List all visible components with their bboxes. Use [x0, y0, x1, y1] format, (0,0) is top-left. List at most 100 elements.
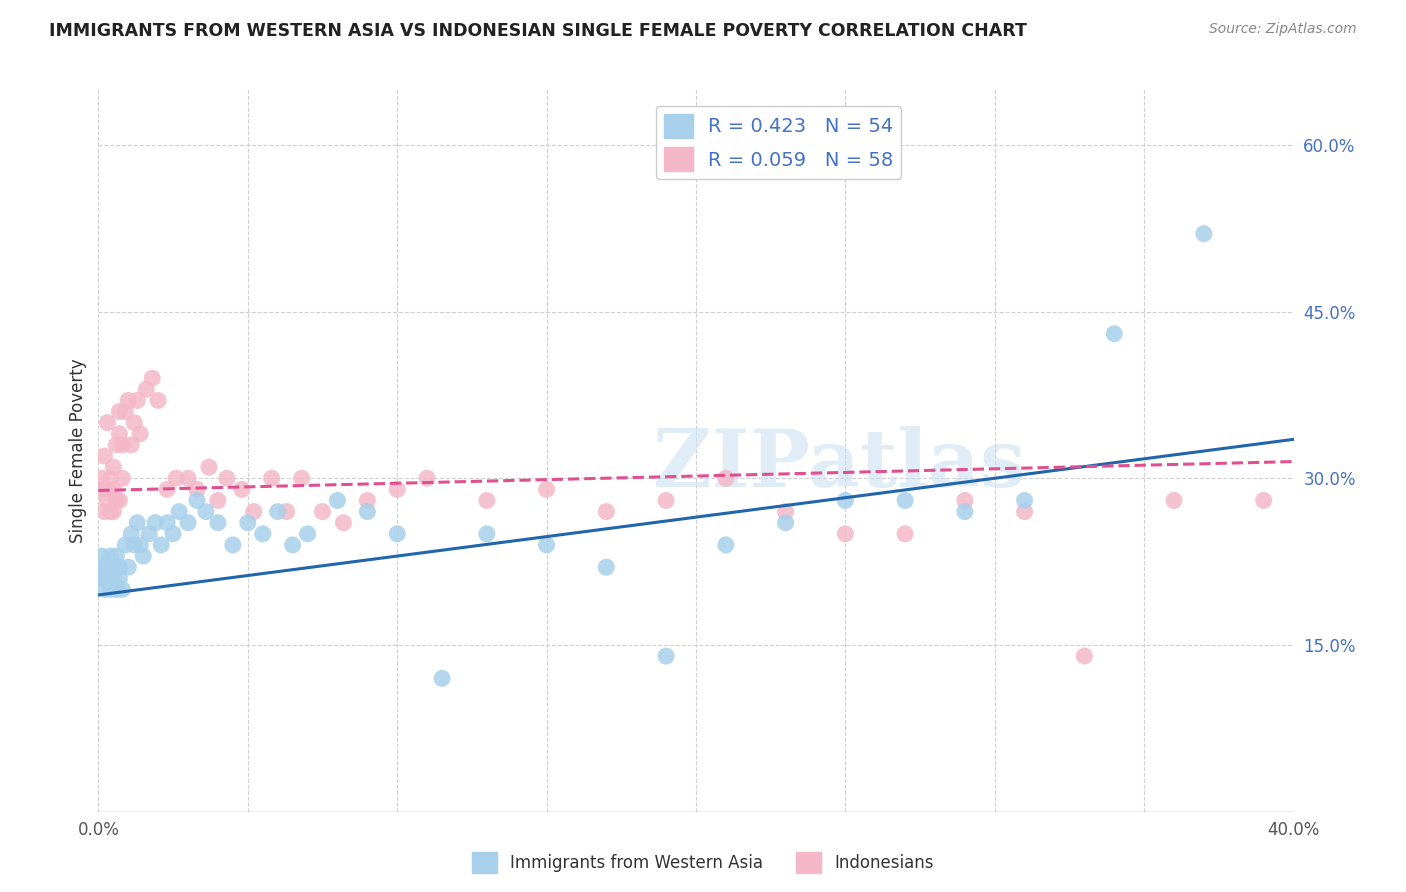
- Point: [96, 493, 118, 508]
- Point: [385, 526, 409, 541]
- Point: [207, 493, 229, 508]
- Legend: Immigrants from Western Asia, Indonesians: Immigrants from Western Asia, Indonesian…: [465, 846, 941, 880]
- Point: [1104, 326, 1126, 341]
- Point: [96, 483, 118, 497]
- Point: [1073, 649, 1095, 664]
- Point: [252, 526, 274, 541]
- Point: [267, 505, 290, 519]
- Point: [222, 538, 245, 552]
- Text: IMMIGRANTS FROM WESTERN ASIA VS INDONESIAN SINGLE FEMALE POVERTY CORRELATION CHA: IMMIGRANTS FROM WESTERN ASIA VS INDONESI…: [49, 22, 1028, 40]
- Point: [129, 538, 152, 552]
- Point: [195, 505, 218, 519]
- Point: [98, 505, 122, 519]
- Text: Source: ZipAtlas.com: Source: ZipAtlas.com: [1209, 22, 1357, 37]
- Point: [475, 526, 498, 541]
- Point: [231, 483, 253, 497]
- Point: [105, 582, 128, 597]
- Point: [236, 516, 259, 530]
- Point: [90, 571, 112, 585]
- Point: [93, 449, 115, 463]
- Point: [186, 493, 208, 508]
- Point: [655, 493, 678, 508]
- Point: [93, 582, 115, 597]
- Point: [165, 471, 187, 485]
- Point: [186, 483, 208, 497]
- Point: [150, 538, 173, 552]
- Point: [655, 649, 678, 664]
- Point: [430, 671, 453, 685]
- Point: [120, 438, 142, 452]
- Point: [129, 426, 152, 441]
- Legend: R = 0.423   N = 54, R = 0.059   N = 58: R = 0.423 N = 54, R = 0.059 N = 58: [655, 106, 901, 179]
- Point: [1253, 493, 1275, 508]
- Point: [105, 549, 128, 563]
- Point: [98, 549, 122, 563]
- Point: [356, 493, 378, 508]
- Point: [138, 526, 160, 541]
- Point: [953, 493, 976, 508]
- Point: [243, 505, 266, 519]
- Point: [93, 560, 115, 574]
- Point: [105, 493, 128, 508]
- Point: [953, 505, 976, 519]
- Point: [162, 526, 184, 541]
- Point: [143, 516, 166, 530]
- Point: [135, 382, 157, 396]
- Point: [127, 516, 149, 530]
- Point: [1192, 227, 1215, 241]
- Point: [124, 538, 146, 552]
- Point: [108, 493, 131, 508]
- Point: [108, 571, 131, 585]
- Point: [111, 582, 134, 597]
- Point: [281, 538, 304, 552]
- Point: [297, 526, 319, 541]
- Point: [1014, 493, 1036, 508]
- Point: [775, 516, 797, 530]
- Point: [90, 549, 112, 563]
- Point: [177, 471, 200, 485]
- Point: [311, 505, 333, 519]
- Point: [114, 538, 136, 552]
- Point: [111, 438, 134, 452]
- Point: [103, 460, 125, 475]
- Point: [141, 371, 163, 385]
- Point: [111, 471, 134, 485]
- Point: [96, 571, 118, 585]
- Point: [117, 393, 139, 408]
- Y-axis label: Single Female Poverty: Single Female Poverty: [69, 359, 87, 542]
- Point: [834, 493, 856, 508]
- Point: [332, 516, 354, 530]
- Point: [96, 560, 118, 574]
- Point: [595, 505, 617, 519]
- Point: [215, 471, 238, 485]
- Text: ZIPatlas: ZIPatlas: [654, 425, 1025, 504]
- Point: [198, 460, 221, 475]
- Point: [894, 526, 917, 541]
- Point: [103, 483, 125, 497]
- Point: [108, 426, 131, 441]
- Point: [93, 505, 115, 519]
- Point: [105, 438, 128, 452]
- Point: [595, 560, 617, 574]
- Point: [385, 483, 409, 497]
- Point: [156, 483, 179, 497]
- Point: [98, 582, 122, 597]
- Point: [117, 560, 139, 574]
- Point: [207, 516, 229, 530]
- Point: [132, 549, 155, 563]
- Point: [260, 471, 283, 485]
- Point: [536, 538, 558, 552]
- Point: [98, 471, 122, 485]
- Point: [156, 516, 179, 530]
- Point: [167, 505, 190, 519]
- Point: [276, 505, 298, 519]
- Point: [714, 471, 737, 485]
- Point: [536, 483, 558, 497]
- Point: [714, 538, 737, 552]
- Point: [90, 471, 112, 485]
- Point: [1163, 493, 1185, 508]
- Point: [356, 505, 378, 519]
- Point: [416, 471, 439, 485]
- Point: [108, 404, 131, 418]
- Point: [1014, 505, 1036, 519]
